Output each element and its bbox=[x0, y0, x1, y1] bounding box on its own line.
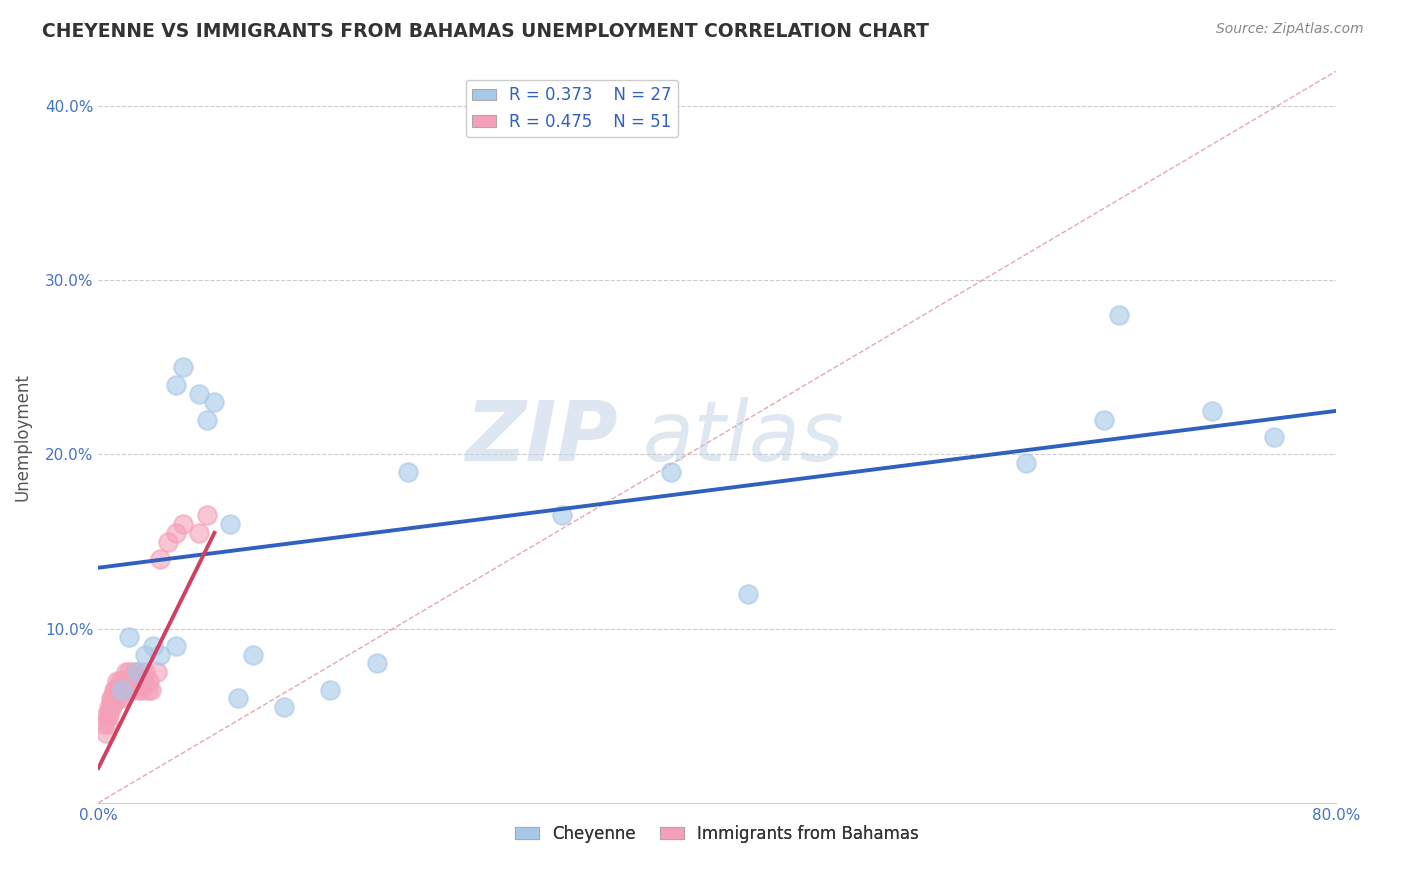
Text: CHEYENNE VS IMMIGRANTS FROM BAHAMAS UNEMPLOYMENT CORRELATION CHART: CHEYENNE VS IMMIGRANTS FROM BAHAMAS UNEM… bbox=[42, 22, 929, 41]
Point bbox=[100, 691, 122, 706]
Point bbox=[100, 700, 122, 714]
Point bbox=[659, 465, 682, 479]
Point bbox=[101, 691, 124, 706]
Text: atlas: atlas bbox=[643, 397, 845, 477]
Point bbox=[129, 673, 152, 688]
Point bbox=[115, 673, 138, 688]
Point bbox=[120, 673, 142, 688]
Point bbox=[112, 682, 135, 697]
Point bbox=[273, 700, 295, 714]
Point bbox=[219, 517, 242, 532]
Point bbox=[188, 386, 211, 401]
Point bbox=[134, 648, 156, 662]
Point bbox=[112, 673, 135, 688]
Point bbox=[1015, 456, 1038, 470]
Point bbox=[737, 587, 759, 601]
Point bbox=[136, 682, 159, 697]
Point bbox=[242, 648, 264, 662]
Point bbox=[204, 395, 226, 409]
Point bbox=[149, 648, 172, 662]
Point bbox=[366, 657, 388, 671]
Point bbox=[1263, 430, 1285, 444]
Point bbox=[96, 726, 118, 740]
Text: ZIP: ZIP bbox=[465, 397, 619, 477]
Point bbox=[172, 360, 194, 375]
Point bbox=[127, 665, 149, 680]
Point bbox=[195, 412, 218, 426]
Point bbox=[195, 508, 218, 523]
Point bbox=[1092, 412, 1115, 426]
Point bbox=[91, 717, 114, 731]
Point bbox=[97, 717, 120, 731]
Point bbox=[188, 525, 211, 540]
Point bbox=[97, 708, 120, 723]
Point bbox=[101, 700, 124, 714]
Point bbox=[132, 673, 155, 688]
Point bbox=[114, 673, 136, 688]
Point bbox=[1108, 308, 1130, 322]
Point bbox=[115, 665, 138, 680]
Point bbox=[141, 639, 165, 653]
Point bbox=[104, 682, 127, 697]
Point bbox=[138, 673, 160, 688]
Point bbox=[111, 682, 132, 697]
Point bbox=[226, 691, 249, 706]
Point bbox=[108, 682, 131, 697]
Point bbox=[131, 682, 153, 697]
Point bbox=[172, 517, 194, 532]
Point bbox=[117, 673, 139, 688]
Point bbox=[165, 639, 187, 653]
Point bbox=[108, 673, 131, 688]
Point bbox=[157, 534, 180, 549]
Point bbox=[98, 708, 121, 723]
Legend: Cheyenne, Immigrants from Bahamas: Cheyenne, Immigrants from Bahamas bbox=[509, 818, 925, 849]
Point bbox=[111, 691, 132, 706]
Point bbox=[103, 682, 125, 697]
Point bbox=[121, 682, 143, 697]
Point bbox=[118, 665, 141, 680]
Y-axis label: Unemployment: Unemployment bbox=[13, 373, 31, 501]
Point bbox=[139, 682, 162, 697]
Point bbox=[134, 665, 156, 680]
Point bbox=[551, 508, 574, 523]
Point bbox=[107, 682, 129, 697]
Point bbox=[98, 700, 121, 714]
Point bbox=[146, 665, 169, 680]
Text: Source: ZipAtlas.com: Source: ZipAtlas.com bbox=[1216, 22, 1364, 37]
Point bbox=[165, 377, 187, 392]
Point bbox=[105, 673, 128, 688]
Point bbox=[118, 631, 141, 645]
Point bbox=[111, 682, 132, 697]
Point bbox=[128, 682, 150, 697]
Point bbox=[396, 465, 419, 479]
Point bbox=[124, 673, 146, 688]
Point bbox=[122, 665, 145, 680]
Point bbox=[107, 691, 129, 706]
Point bbox=[93, 708, 115, 723]
Point bbox=[1201, 404, 1223, 418]
Point bbox=[127, 665, 149, 680]
Point bbox=[149, 552, 172, 566]
Point bbox=[105, 682, 128, 697]
Point bbox=[103, 691, 125, 706]
Point bbox=[319, 682, 342, 697]
Point bbox=[114, 682, 136, 697]
Point bbox=[165, 525, 187, 540]
Point bbox=[104, 691, 127, 706]
